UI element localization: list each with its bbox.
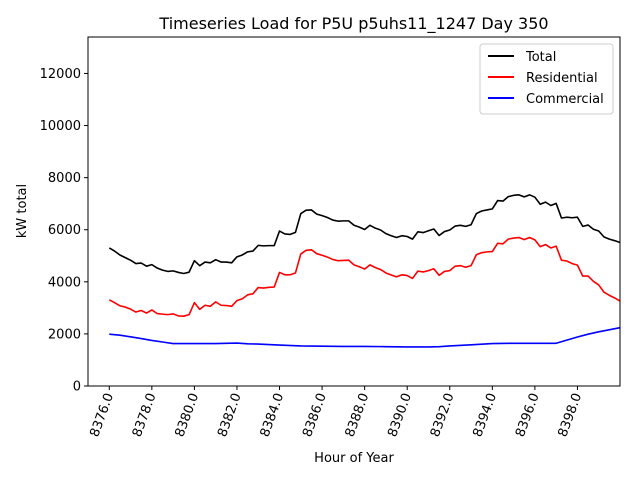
legend: Total Residential Commercial xyxy=(479,43,614,115)
x-axis-label: Hour of Year xyxy=(314,451,394,466)
y-tick-label: 4000 xyxy=(48,275,81,290)
series-line-residential xyxy=(108,236,621,318)
legend-box xyxy=(479,43,614,115)
series-line-total xyxy=(108,194,621,275)
y-tick-label: 12000 xyxy=(40,67,81,82)
y-tick-label: 2000 xyxy=(48,327,81,342)
y-tick-label: 10000 xyxy=(40,119,81,134)
legend-label-residential: Residential xyxy=(526,71,598,86)
y-axis: 0 2000 4000 6000 8000 10000 12000 xyxy=(40,67,88,395)
chart-title: Timeseries Load for P5U p5uhs11_1247 Day… xyxy=(158,14,548,34)
legend-label-total: Total xyxy=(525,50,556,65)
y-tick-label: 8000 xyxy=(48,171,81,186)
y-tick-label: 6000 xyxy=(48,223,81,238)
plot-frame xyxy=(87,36,621,387)
y-axis-label: kW total xyxy=(15,184,30,238)
legend-label-commercial: Commercial xyxy=(526,92,604,107)
series-line-commercial xyxy=(109,326,621,348)
series-layer xyxy=(108,194,621,348)
y-tick-label: 0 xyxy=(73,380,81,395)
